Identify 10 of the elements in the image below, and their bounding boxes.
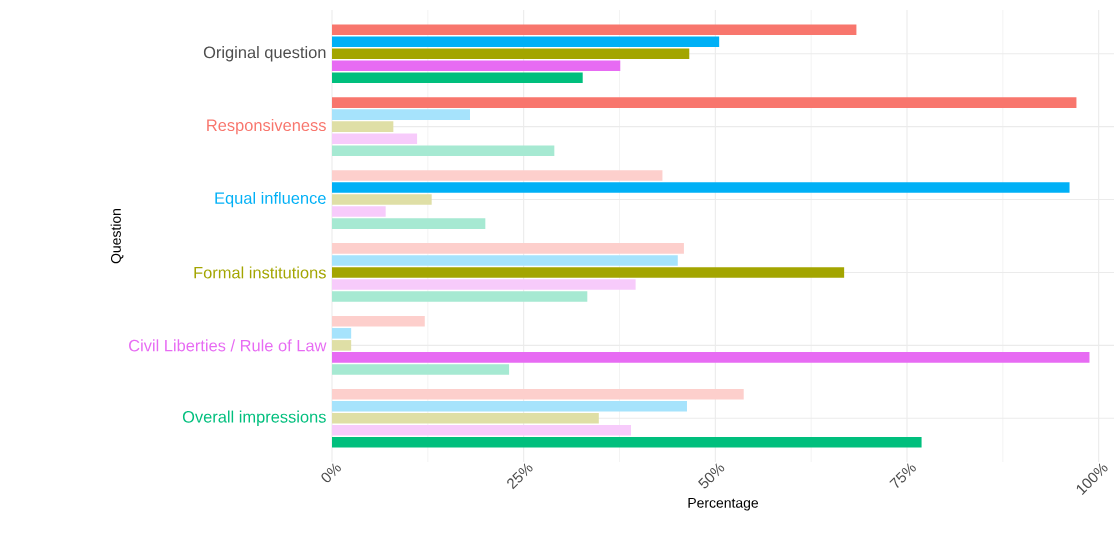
- y-tick-label: Original question: [203, 46, 326, 62]
- x-axis-title: Percentage: [688, 498, 759, 511]
- x-tick-label: 75%: [889, 463, 916, 488]
- y-tick-label: Formal institutions: [194, 266, 326, 279]
- y-tick-label: Overall impressions: [182, 410, 326, 426]
- y-tick-label: Responsiveness: [207, 118, 326, 135]
- y-axis-title: Question: [110, 208, 124, 264]
- y-tick-label: Civil Liberties / Rule of Law: [129, 339, 327, 352]
- x-tick-label: 0%: [321, 463, 341, 483]
- y-tick-label: Equal influence: [215, 191, 326, 208]
